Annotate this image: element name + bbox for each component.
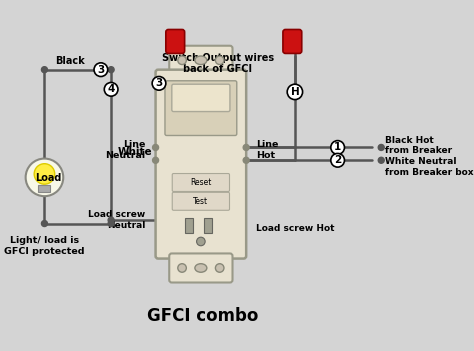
Text: 1: 1 <box>334 143 341 152</box>
Text: 4: 4 <box>108 84 115 94</box>
Bar <box>38 185 50 192</box>
Circle shape <box>215 264 224 272</box>
FancyBboxPatch shape <box>283 29 302 53</box>
Circle shape <box>215 56 224 65</box>
Text: Black Hot
from Breaker: Black Hot from Breaker <box>384 136 452 155</box>
FancyBboxPatch shape <box>166 29 185 53</box>
Circle shape <box>94 63 108 77</box>
Text: Black: Black <box>55 56 85 66</box>
Text: Load screw
Neutral: Load screw Neutral <box>88 210 146 230</box>
Circle shape <box>108 220 114 226</box>
Circle shape <box>243 145 249 151</box>
Circle shape <box>178 56 186 65</box>
Text: Reset: Reset <box>190 178 211 187</box>
Circle shape <box>378 145 384 151</box>
Text: 2: 2 <box>334 155 341 165</box>
FancyBboxPatch shape <box>165 81 237 135</box>
Text: 3: 3 <box>155 78 163 88</box>
Circle shape <box>41 220 47 226</box>
Ellipse shape <box>195 56 207 65</box>
FancyBboxPatch shape <box>172 173 229 192</box>
Text: Line
Neutral: Line Neutral <box>105 140 146 160</box>
FancyBboxPatch shape <box>169 46 233 75</box>
Circle shape <box>152 77 166 90</box>
FancyBboxPatch shape <box>172 192 229 210</box>
Circle shape <box>178 264 186 272</box>
FancyBboxPatch shape <box>155 69 246 259</box>
Circle shape <box>41 67 47 73</box>
FancyBboxPatch shape <box>169 253 233 283</box>
Text: Test: Test <box>193 197 209 206</box>
Circle shape <box>153 145 159 151</box>
Text: Load: Load <box>35 173 61 183</box>
Circle shape <box>331 141 345 154</box>
Text: Line
Hot: Line Hot <box>256 140 279 160</box>
Circle shape <box>153 157 159 163</box>
Bar <box>204 218 212 233</box>
Text: White Neutral
from Breaker box: White Neutral from Breaker box <box>384 157 473 177</box>
Text: Light/ load is
GFCI protected: Light/ load is GFCI protected <box>4 236 85 256</box>
Text: H: H <box>291 87 299 97</box>
Text: 3: 3 <box>97 65 104 75</box>
Circle shape <box>108 86 114 92</box>
Circle shape <box>26 159 63 196</box>
Circle shape <box>378 157 384 163</box>
FancyBboxPatch shape <box>172 84 230 112</box>
Ellipse shape <box>195 264 207 272</box>
Circle shape <box>104 82 118 96</box>
Circle shape <box>243 157 249 163</box>
Circle shape <box>108 67 114 73</box>
Text: Load screw Hot: Load screw Hot <box>256 224 335 233</box>
Text: GFCI combo: GFCI combo <box>147 307 258 325</box>
Bar <box>185 218 193 233</box>
Text: White: White <box>118 147 153 157</box>
Circle shape <box>287 84 302 100</box>
Circle shape <box>331 153 345 167</box>
Circle shape <box>34 164 55 184</box>
Text: Switch Output wires
back of GFCI: Switch Output wires back of GFCI <box>162 53 274 74</box>
Circle shape <box>108 217 114 223</box>
Circle shape <box>197 237 205 246</box>
